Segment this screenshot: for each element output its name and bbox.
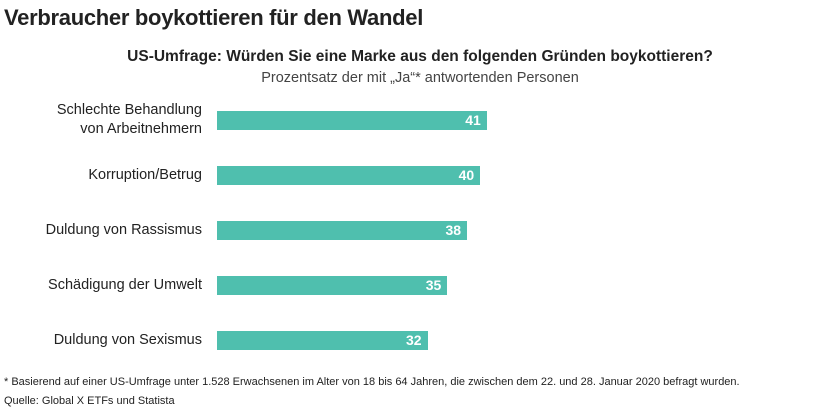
category-label-line: Korruption/Betrug <box>88 166 202 183</box>
chart-subtitle: Prozentsatz der mit „Ja“* antwortenden P… <box>261 70 579 86</box>
category-label: Duldung von Rassismus <box>46 221 202 240</box>
category-label-line: Schädigung der Umwelt <box>48 276 202 293</box>
data-label: 41 <box>465 112 481 128</box>
data-label: 40 <box>458 167 475 183</box>
category-label-line: Schlechte Behandlung <box>56 102 202 118</box>
source: Quelle: Global X ETFs und Statista <box>4 395 175 407</box>
category-label: Duldung von Sexismus <box>54 331 202 350</box>
category-label: Korruption/Betrug <box>88 166 202 185</box>
chart-title: US-Umfrage: Würden Sie eine Marke aus de… <box>127 48 713 65</box>
data-label: 32 <box>405 332 422 348</box>
category-label-line: Duldung von Rassismus <box>45 221 202 238</box>
bar: 38 <box>217 221 468 240</box>
category-label-line: von Arbeitnehmern <box>80 121 202 137</box>
footnote: * Basierend auf einer US-Umfrage unter 1… <box>4 376 740 388</box>
bar: 35 <box>217 276 448 295</box>
data-label: 38 <box>445 222 462 238</box>
category-label: Schädigung der Umwelt <box>48 276 202 295</box>
bar: 32 <box>217 331 428 350</box>
data-label: 35 <box>425 277 442 293</box>
category-label: Schlechte Behandlung von Arbeitnehmern <box>57 101 202 139</box>
page-title: Verbraucher boykottieren für den Wandel <box>4 5 424 30</box>
bar: 40 <box>217 166 481 185</box>
category-label-line: Duldung von Sexismus <box>53 331 202 348</box>
bar: 41 <box>217 111 487 130</box>
